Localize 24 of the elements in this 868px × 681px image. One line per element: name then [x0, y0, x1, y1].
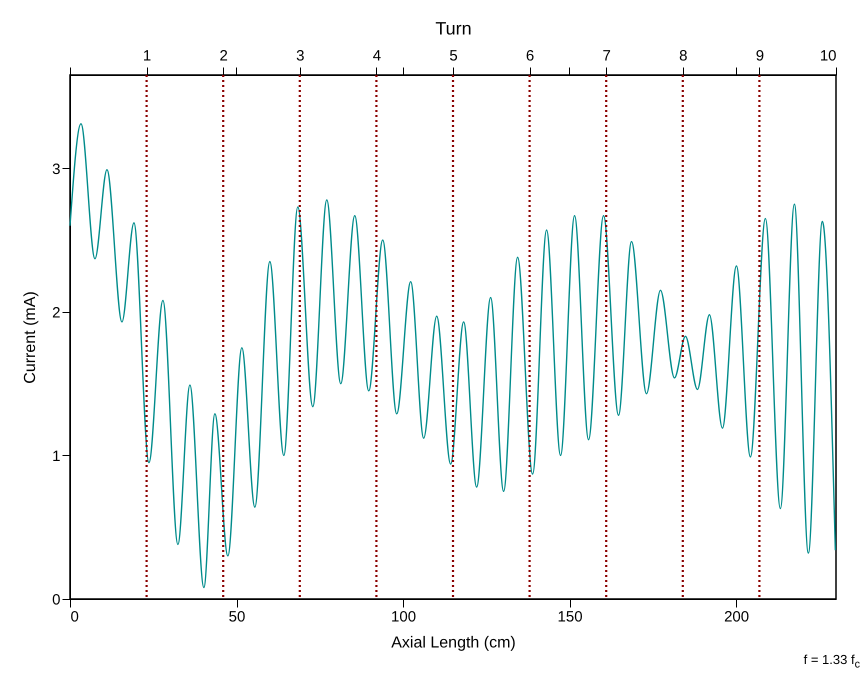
x2-tick-label: 4: [372, 48, 382, 64]
x-tick-label: 50: [228, 608, 246, 626]
x2-tick-label: 3: [296, 48, 304, 64]
x2-axis-title: Turn: [435, 18, 472, 38]
x-axis-title: Axial Length (cm): [391, 634, 516, 652]
y-tick-label: 1: [52, 448, 60, 465]
x2-tick-label: 6: [526, 48, 534, 64]
x2-tick-label: 1: [142, 48, 152, 64]
x2-tick-label: 2: [220, 48, 228, 64]
x2-tick-label: 8: [679, 48, 688, 64]
x2-tick-label: 10: [820, 48, 836, 64]
text: f = 1.33 f$_{c}$: [802, 652, 860, 671]
x-tick-label: 0: [70, 608, 79, 626]
x-tick-label: 100: [391, 608, 416, 626]
y-tick-label: 3: [52, 160, 60, 178]
y-tick-label: 2: [52, 304, 60, 322]
x-tick-label: 150: [558, 608, 583, 626]
x2-tick-label: 5: [449, 48, 458, 64]
x2-tick-label: 7: [602, 48, 611, 64]
line-series: [69, 123, 836, 588]
x-tick-label: 200: [724, 608, 750, 626]
y-axis-title: Current (mA): [22, 291, 40, 384]
x2-tick-label: 9: [756, 48, 764, 64]
y-tick-label: 0: [52, 592, 60, 608]
